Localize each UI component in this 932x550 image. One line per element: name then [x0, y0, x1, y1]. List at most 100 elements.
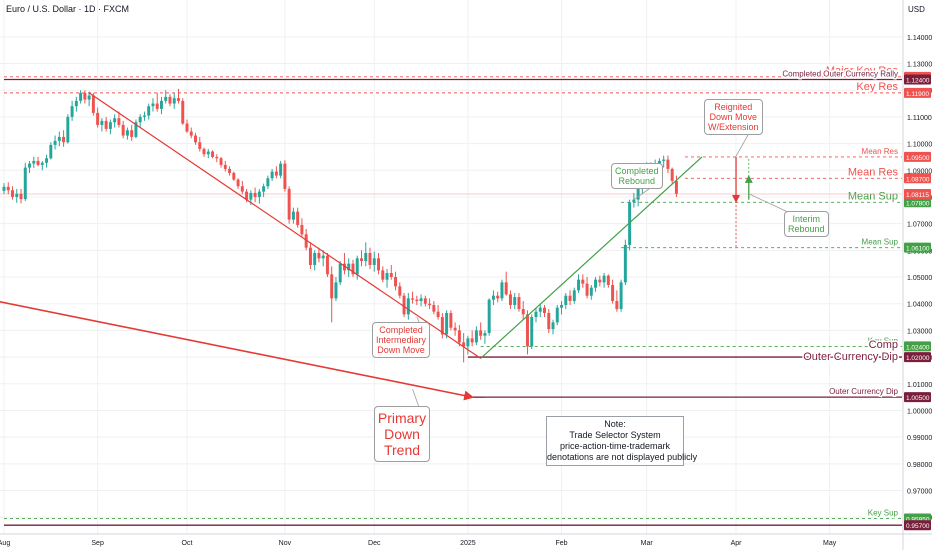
candle-body	[436, 311, 440, 318]
candle-body	[108, 122, 112, 129]
candle-body	[194, 135, 198, 143]
candle-body	[543, 307, 546, 314]
candle-body	[351, 263, 355, 275]
time-tick-label: Mar	[641, 540, 654, 547]
candle-body	[236, 179, 240, 187]
candle-body	[134, 122, 138, 137]
candle-body	[428, 303, 432, 306]
price-tag-key-res	[904, 87, 931, 98]
candle-body	[504, 282, 508, 295]
candle-body	[470, 338, 474, 343]
candle-body	[560, 305, 564, 308]
candle-body	[117, 118, 121, 125]
candle-body	[555, 307, 559, 323]
price-tag-bottom-dark-level	[904, 520, 931, 531]
candle-body	[347, 263, 351, 271]
price-tag-text-mean-sup-lower: 1.06100	[906, 246, 930, 253]
level-label-major-key-res: Major Key Res	[826, 65, 899, 77]
candle-body	[6, 186, 10, 191]
price-tag-outer-currency-dip	[904, 392, 931, 403]
candle-body	[32, 160, 36, 164]
note-line-3: price-action-time-trademark	[559, 441, 671, 451]
primary-down-trend-line-3: Trend	[383, 442, 421, 458]
level-label-completed-outer-currency-rally: Completed Outer Currency Rally	[782, 70, 898, 79]
current-price-tag-text: 1.08115	[906, 192, 929, 199]
level-label-comp-outer-currency-dip: Comp	[869, 339, 898, 351]
candle-body	[198, 142, 202, 149]
candle-body	[49, 144, 53, 159]
candle-body	[615, 301, 619, 310]
candle-body	[598, 279, 602, 283]
reignited-down-move-text: Reignited Down Move W/Extension	[708, 102, 759, 132]
price-tick-label: 1.00000	[907, 408, 932, 415]
interim-rebound-text: Interim Rebound	[788, 214, 825, 234]
candle-body	[142, 115, 146, 117]
candle-body	[517, 297, 521, 310]
price-tag-mean-res	[904, 173, 931, 184]
candle-body	[313, 252, 317, 265]
candle-body	[466, 338, 470, 347]
candle-body	[96, 112, 100, 125]
candle-body	[223, 164, 227, 169]
price-tag-mean-sup	[904, 197, 931, 208]
price-tag-text-key-res: 1.11900	[906, 91, 929, 98]
level-label-mean-sup-lower: Mean Sup	[862, 238, 899, 247]
candle-body	[402, 295, 406, 315]
time-tick-label: Sep	[91, 540, 104, 547]
interim-pointer	[749, 193, 791, 214]
candle-body	[411, 298, 415, 300]
candle-body	[355, 258, 359, 275]
candle-body	[164, 96, 168, 101]
price-tick-label: 0.99000	[907, 435, 932, 442]
candle-body	[36, 160, 40, 165]
candle-body	[619, 282, 623, 310]
candle-body	[496, 295, 500, 299]
candle-body	[666, 159, 670, 169]
time-tick-label: Nov	[279, 540, 292, 547]
primary-down-trend-callout: Primary Down Trend	[374, 406, 430, 462]
candle-body	[321, 255, 325, 259]
price-tick-label: 1.03000	[907, 328, 932, 335]
candle-body	[594, 279, 598, 288]
note-line-2: Trade Selector System	[569, 430, 661, 440]
candle-body	[287, 188, 291, 220]
candle-body	[211, 151, 215, 157]
candle-body	[185, 123, 189, 132]
candle-body	[513, 297, 517, 306]
candle-body	[257, 191, 261, 197]
symbol-title[interactable]: Euro / U.S. Dollar · 1D · FXCM	[6, 4, 130, 14]
candle-body	[172, 98, 176, 104]
price-tag-text-key-sup-bottom: 0.95950	[906, 517, 930, 524]
intermediate-down-trendline	[88, 92, 482, 359]
candle-body	[91, 95, 95, 113]
time-axis[interactable]: Aug Sep Oct Nov Dec 2025 Feb Mar Apr May	[0, 533, 932, 547]
price-tag-key-sup	[904, 341, 931, 352]
candle-body	[462, 342, 466, 347]
candle-body	[19, 193, 23, 200]
price-tick-label: 1.07000	[907, 222, 932, 229]
candle-body	[500, 282, 504, 299]
price-tick-label: 1.10000	[907, 142, 932, 149]
price-axis[interactable]: USD1.140001.130001.120001.110001.100001.…	[902, 0, 932, 550]
candles	[2, 88, 678, 363]
completed-rebound-callout: Completed Rebound	[611, 163, 663, 189]
price-tick-label: 1.01000	[907, 382, 932, 389]
candle-body	[219, 158, 223, 165]
reignited-down-move-callout: Reignited Down Move W/Extension	[704, 99, 763, 135]
candle-body	[423, 298, 427, 304]
grid	[0, 0, 902, 534]
price-tick-label: 1.13000	[907, 62, 932, 69]
candle-body	[538, 307, 542, 312]
time-tick-label: Apr	[731, 540, 743, 547]
candle-body	[415, 299, 419, 302]
candle-body	[547, 313, 551, 330]
candle-body	[632, 199, 636, 203]
candle-body	[100, 120, 104, 125]
candle-body	[155, 103, 159, 109]
candle-body	[300, 224, 304, 235]
candle-body	[508, 294, 512, 306]
level-label-mean-res: Mean Res	[848, 166, 899, 178]
candle-body	[147, 106, 151, 116]
candle-body	[189, 131, 193, 136]
